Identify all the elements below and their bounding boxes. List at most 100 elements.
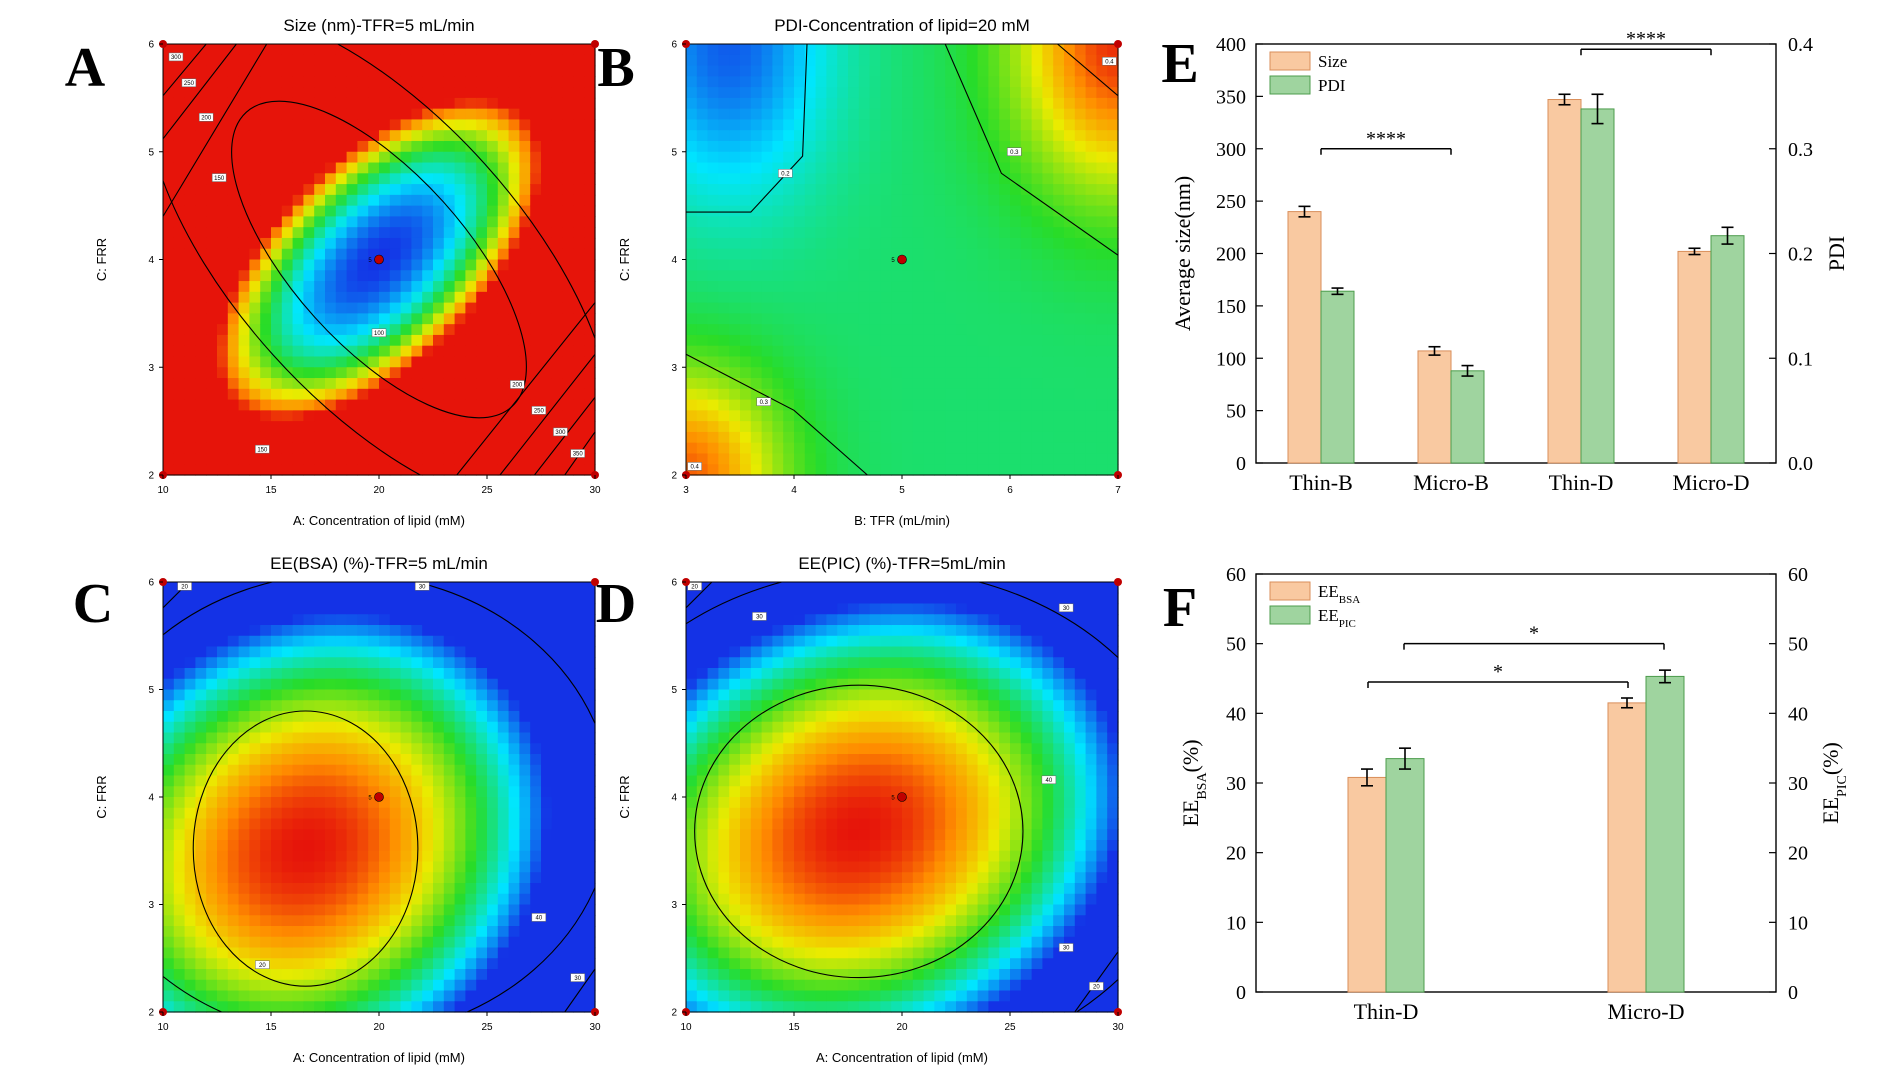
heatmap-cell	[433, 646, 445, 658]
heatmap-cell	[422, 442, 434, 455]
heatmap-cell	[551, 893, 564, 906]
heatmap-cell	[1074, 313, 1087, 325]
heatmap-cell	[772, 205, 784, 218]
heatmap-cell	[325, 646, 337, 658]
heatmap-cell	[826, 442, 838, 455]
heatmap-cell	[346, 399, 358, 411]
heatmap-cell	[184, 614, 196, 626]
heatmap-cell	[476, 678, 488, 691]
heatmap-cell	[508, 678, 520, 691]
heatmap-cell	[163, 119, 175, 131]
heatmap-cell	[422, 44, 434, 56]
heatmap-cell	[271, 162, 283, 174]
heatmap-cell	[217, 700, 229, 712]
heatmap-cell	[163, 399, 175, 411]
heatmap-cell	[584, 861, 596, 873]
heatmap-cell	[696, 259, 709, 271]
heatmap-cell	[783, 302, 795, 314]
heatmap-cell	[1031, 464, 1043, 476]
y-tick-label: 3	[148, 900, 154, 911]
heatmap-cell	[227, 108, 240, 121]
heatmap-cell	[271, 259, 283, 271]
heatmap-cell	[912, 65, 925, 77]
heatmap-cell	[934, 44, 946, 56]
heatmap-cell	[761, 421, 773, 433]
heatmap-cell	[173, 936, 186, 949]
heatmap-cell	[783, 237, 795, 250]
heatmap-cell	[848, 281, 860, 293]
heatmap-cell	[195, 345, 207, 358]
heatmap-cell	[217, 184, 229, 196]
heatmap-cell	[271, 689, 283, 701]
heatmap-cell	[163, 732, 175, 744]
heatmap-cell	[325, 173, 337, 185]
heatmap-cell	[541, 270, 553, 282]
heatmap-cell	[686, 840, 698, 852]
heatmap-cell	[551, 764, 564, 777]
heatmap-cell	[476, 44, 488, 56]
heatmap-cell	[314, 291, 326, 304]
heatmap-cell	[977, 108, 989, 121]
heatmap-cell	[562, 431, 574, 444]
heatmap-cell	[902, 259, 914, 271]
heatmap-cell	[530, 205, 542, 218]
heatmap-cell	[335, 399, 348, 411]
heatmap-cell	[696, 205, 709, 218]
heatmap-cell	[815, 108, 827, 121]
heatmap-cell	[497, 216, 510, 228]
heatmap-cell	[163, 754, 175, 766]
heatmap-cell	[184, 872, 196, 884]
heatmap-cell	[880, 140, 892, 153]
heatmap-cell	[173, 603, 186, 615]
heatmap-cell	[314, 302, 326, 314]
heatmap-cell	[891, 442, 903, 455]
heatmap-cell	[934, 313, 946, 325]
heatmap-cell	[454, 44, 466, 56]
heatmap-cell	[740, 130, 752, 142]
heatmap-cell	[804, 399, 817, 411]
heatmap-cell	[314, 840, 326, 852]
heatmap-cell	[804, 334, 817, 347]
heatmap-cell	[826, 464, 838, 476]
heatmap-cell	[206, 689, 218, 701]
heatmap-cell	[389, 625, 402, 637]
heatmap-cell	[783, 367, 795, 379]
heatmap-cell	[740, 227, 752, 239]
heatmap-cell	[389, 227, 402, 239]
heatmap-cell	[368, 87, 380, 99]
heatmap-cell	[335, 861, 348, 873]
heatmap-cell	[988, 378, 1000, 390]
heatmap-cell	[584, 453, 596, 465]
heatmap-cell	[249, 969, 261, 981]
heatmap-cell	[227, 743, 240, 755]
heatmap-cell	[465, 356, 477, 368]
heatmap-cell	[292, 840, 304, 852]
heatmap-cell	[335, 582, 348, 594]
heatmap-cell	[217, 1001, 229, 1013]
heatmap-cell	[443, 657, 456, 669]
heatmap-cell	[519, 388, 531, 401]
heatmap-cell	[508, 324, 520, 336]
heatmap-cell	[718, 324, 730, 336]
heatmap-cell	[934, 108, 946, 121]
heatmap-cell	[454, 915, 466, 927]
heatmap-cell	[686, 678, 698, 691]
heatmap-cell	[346, 237, 358, 250]
heatmap-cell	[346, 721, 358, 734]
heatmap-cell	[476, 345, 488, 358]
heatmap-cell	[400, 786, 412, 798]
heatmap-cell	[249, 990, 261, 1002]
heatmap-cell	[454, 592, 466, 605]
heatmap-cell	[999, 421, 1011, 433]
heatmap-cell	[238, 259, 250, 271]
heatmap-cell	[325, 453, 337, 465]
heatmap-cell	[389, 764, 402, 777]
heatmap-cell	[217, 87, 229, 99]
heatmap-cell	[804, 291, 817, 304]
heatmap-cell	[454, 421, 466, 433]
heatmap-cell	[163, 947, 175, 959]
heatmap-cell	[1107, 270, 1119, 282]
heatmap-cell	[1096, 356, 1108, 368]
heatmap-cell	[761, 259, 773, 271]
heatmap-cell	[1096, 151, 1108, 164]
